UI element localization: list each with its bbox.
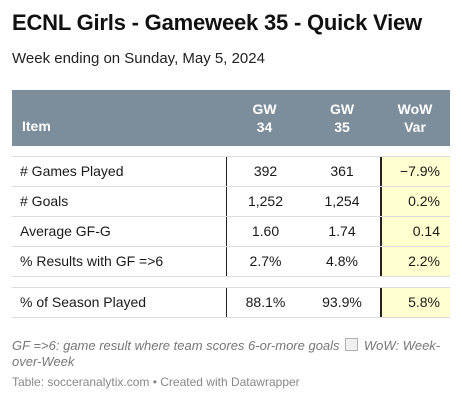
header-gw35-line2: 35 [334, 119, 350, 135]
header-gw35-line1: GW [329, 101, 355, 117]
header-gw34[interactable]: GW 34 [226, 100, 303, 136]
row-wow-var: 0.2% [380, 187, 450, 216]
header-wow-var[interactable]: WoW Var [380, 100, 450, 136]
row-gw35: 93.9% [322, 294, 362, 310]
row-gw34: 1,252 [226, 187, 304, 216]
row-item: # Games Played [20, 163, 124, 179]
row-gw35: 361 [330, 163, 354, 179]
footnote-gf6: GF =>6: game result where team scores 6-… [12, 338, 340, 353]
source-credit: Table: socceranalytix.com • Created with… [12, 375, 300, 389]
header-var-line2: Var [404, 119, 426, 135]
table-row: # Goals 1,252 1,254 0.2% [12, 187, 450, 217]
row-wow-var: 0.14 [380, 217, 450, 246]
row-gw35: 1.74 [328, 223, 356, 239]
data-table: Item GW 34 GW 35 WoW Var # Games Played … [12, 90, 450, 318]
row-gw35: 1,254 [324, 193, 360, 209]
page-subtitle: Week ending on Sunday, May 5, 2024 [12, 50, 265, 67]
table-row: % of Season Played 88.1% 93.9% 5.8% [12, 287, 450, 318]
row-item: Average GF-G [20, 223, 111, 239]
row-item: # Goals [20, 193, 69, 209]
header-gw35[interactable]: GW 35 [304, 100, 380, 136]
row-gw34: 1.60 [226, 217, 304, 246]
row-gw34: 2.7% [226, 247, 304, 276]
row-gw34: 88.1% [226, 288, 304, 317]
footnote-wow: WoW: Week-over-Week [12, 338, 441, 369]
header-gw34-line2: 34 [256, 119, 273, 135]
page-title: ECNL Girls - Gameweek 35 - Quick View [12, 10, 422, 35]
row-wow-var: −7.9% [380, 157, 450, 186]
header-item[interactable]: Item [22, 118, 51, 134]
row-gw35: 4.8% [326, 253, 358, 269]
table-row: Average GF-G 1.60 1.74 0.14 [12, 217, 450, 247]
row-wow-var: 5.8% [380, 288, 450, 317]
row-item: % of Season Played [20, 294, 147, 310]
row-gw34: 392 [226, 157, 304, 186]
square-separator-icon [345, 338, 359, 351]
row-item: % Results with GF =>6 [20, 253, 164, 269]
table-row: % Results with GF =>6 2.7% 4.8% 2.2% [12, 247, 450, 277]
footnote: GF =>6: game result where team scores 6-… [12, 338, 442, 370]
header-gw34-line1: GW [252, 101, 277, 117]
table-header: Item GW 34 GW 35 WoW Var [12, 90, 450, 146]
header-var-line1: WoW [397, 101, 433, 117]
table-row: # Games Played 392 361 −7.9% [12, 156, 450, 187]
row-wow-var: 2.2% [380, 247, 450, 276]
